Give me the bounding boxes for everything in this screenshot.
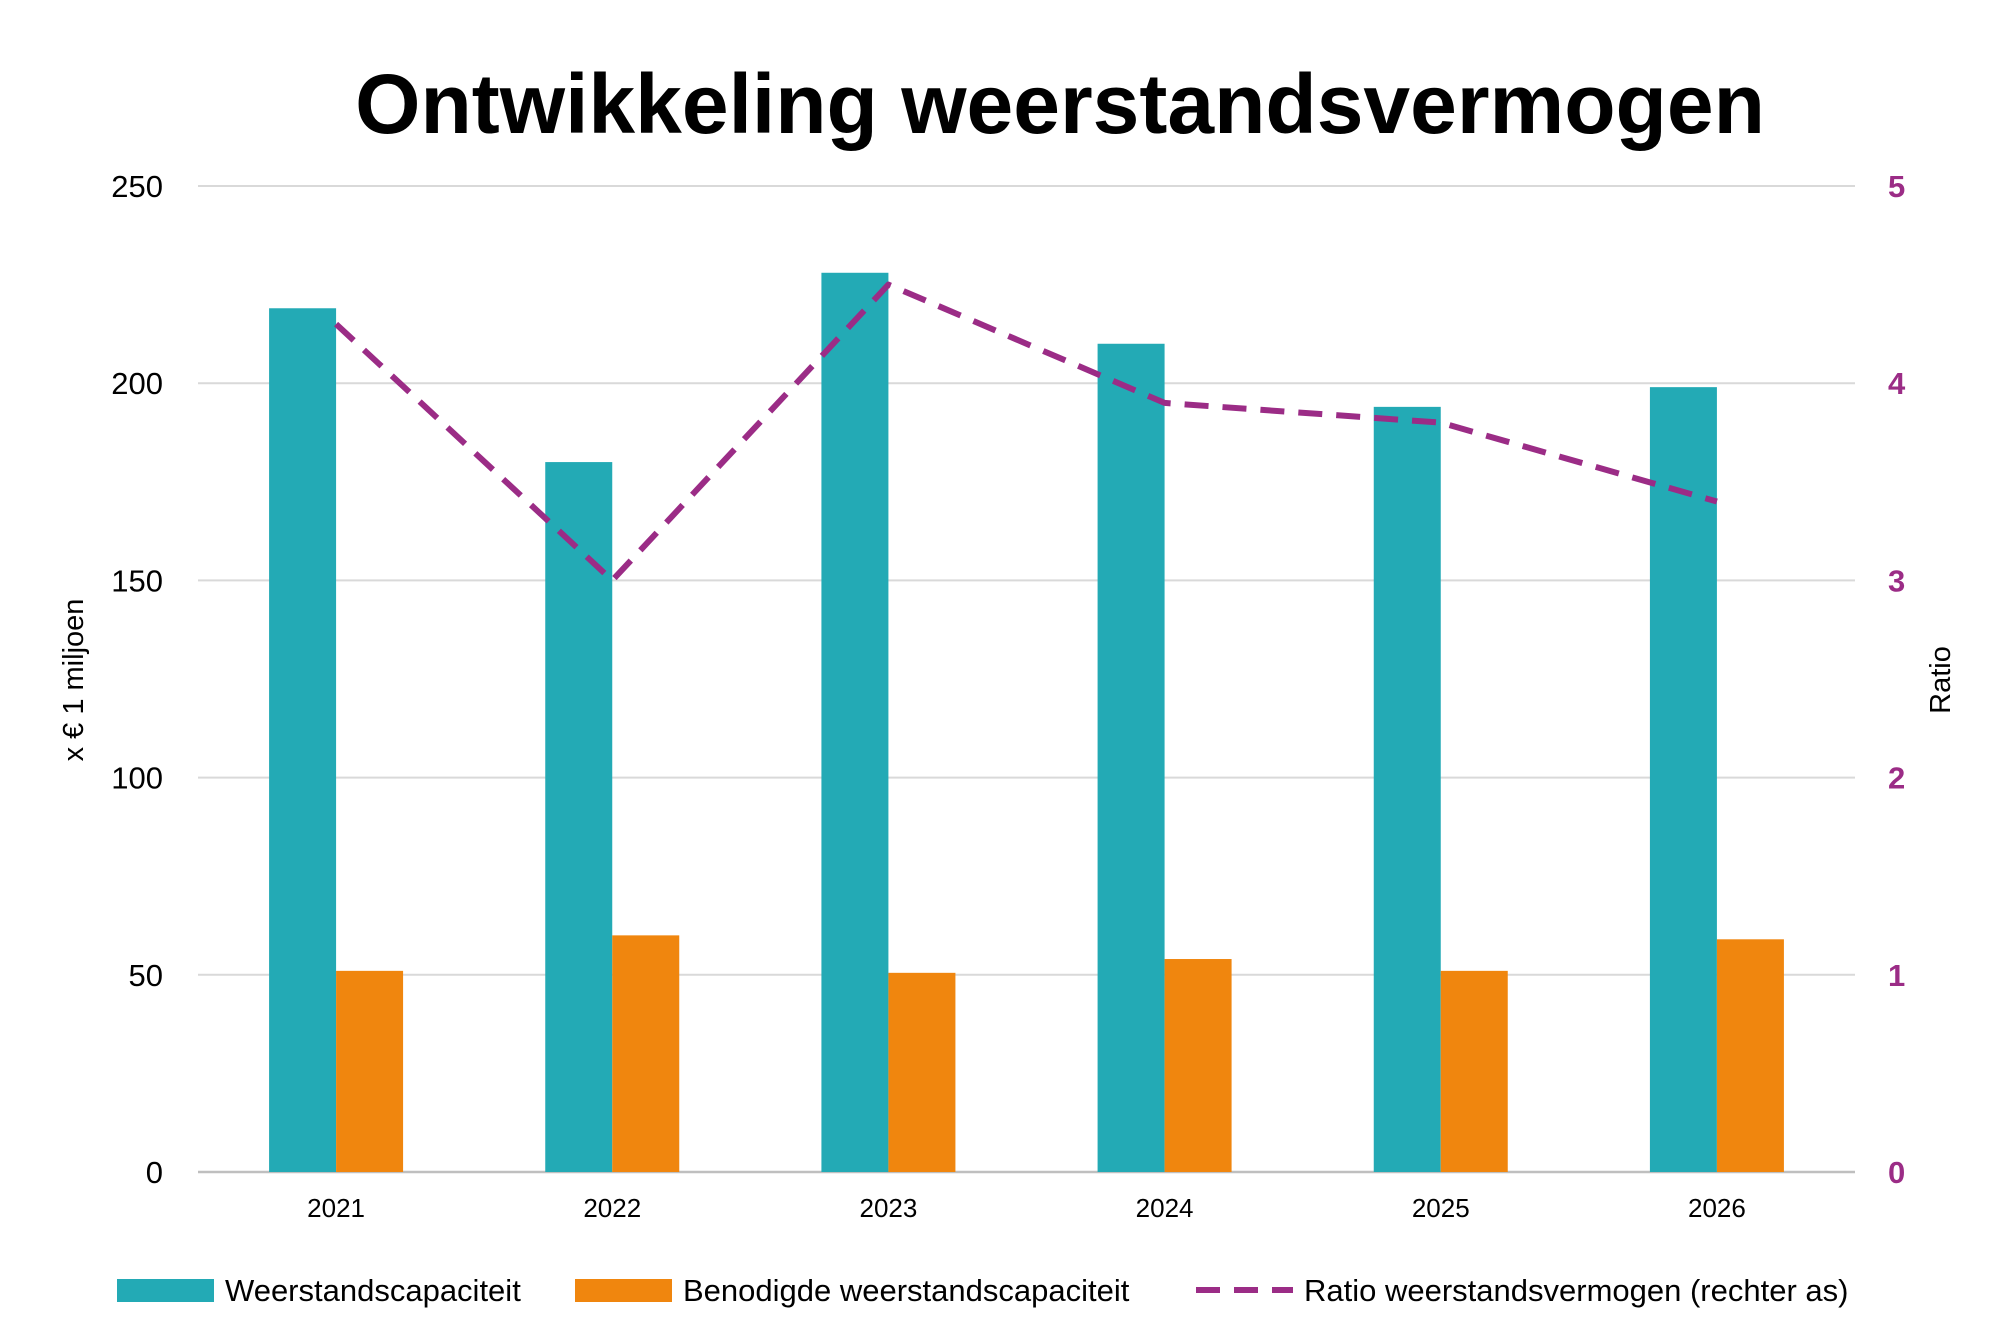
legend-swatch	[117, 1279, 214, 1302]
bar-weerstandscapaciteit-2023	[821, 272, 889, 1172]
bar-benodigde-2021	[336, 970, 404, 1172]
bar-weerstandscapaciteit-2025	[1373, 406, 1441, 1172]
bar-weerstandscapaciteit-2021	[269, 308, 337, 1172]
bar-benodigde-2025	[1440, 970, 1508, 1172]
bar-weerstandscapaciteit-2022	[545, 462, 613, 1173]
x-tick-label: 2026	[1688, 1193, 1746, 1223]
bar-weerstandscapaciteit-2024	[1097, 343, 1165, 1172]
y-tick-label: 100	[111, 761, 163, 796]
y2-tick-label: 2	[1888, 761, 1905, 796]
y2-axis-label: Ratio	[1925, 646, 1957, 714]
y2-tick-label: 0	[1888, 1155, 1905, 1190]
x-axis-ticks: 2021 2022 2023 2024 2025 2026	[307, 1193, 1746, 1223]
legend-label: Benodigde weerstandscapaciteit	[683, 1273, 1130, 1308]
legend-swatch	[575, 1279, 672, 1302]
y2-tick-label: 5	[1888, 169, 1905, 204]
bar-benodigde-2024	[1164, 959, 1232, 1172]
y-tick-label: 0	[146, 1155, 163, 1190]
bar-weerstandscapaciteit-2026	[1649, 387, 1717, 1172]
y2-tick-label: 3	[1888, 563, 1905, 598]
gridlines	[198, 185, 1855, 1174]
bar-benodigde-2026	[1716, 939, 1784, 1172]
x-tick-label: 2021	[307, 1193, 365, 1223]
y-tick-label: 50	[129, 958, 163, 993]
bar-benodigde-2023	[888, 972, 956, 1172]
right-axis-ticks: 0 1 2 3 4 5	[1888, 169, 1906, 1190]
y-tick-label: 250	[111, 169, 163, 204]
ratio-line-group	[334, 281, 1718, 584]
x-tick-label: 2024	[1136, 1193, 1194, 1223]
chart-title: Ontwikkeling weerstandsvermogen	[355, 57, 1765, 151]
x-tick-label: 2025	[1412, 1193, 1470, 1223]
legend-label: Ratio weerstandsvermogen (rechter as)	[1304, 1273, 1848, 1308]
y-axis-label: x € 1 miljoen	[58, 599, 90, 762]
x-tick-label: 2022	[583, 1193, 641, 1223]
x-tick-label: 2023	[859, 1193, 917, 1223]
bars	[269, 272, 1784, 1173]
legend: Weerstandscapaciteit Benodigde weerstands…	[117, 1273, 1848, 1308]
ratio-line	[334, 281, 1718, 584]
y-tick-label: 150	[111, 563, 163, 598]
y-tick-label: 200	[111, 366, 163, 401]
left-axis-ticks: 0 50 100 150 200 250	[111, 169, 163, 1190]
bar-benodigde-2022	[612, 935, 680, 1172]
y2-tick-label: 4	[1888, 366, 1906, 401]
y2-tick-label: 1	[1888, 958, 1905, 993]
legend-label: Weerstandscapaciteit	[225, 1273, 521, 1308]
